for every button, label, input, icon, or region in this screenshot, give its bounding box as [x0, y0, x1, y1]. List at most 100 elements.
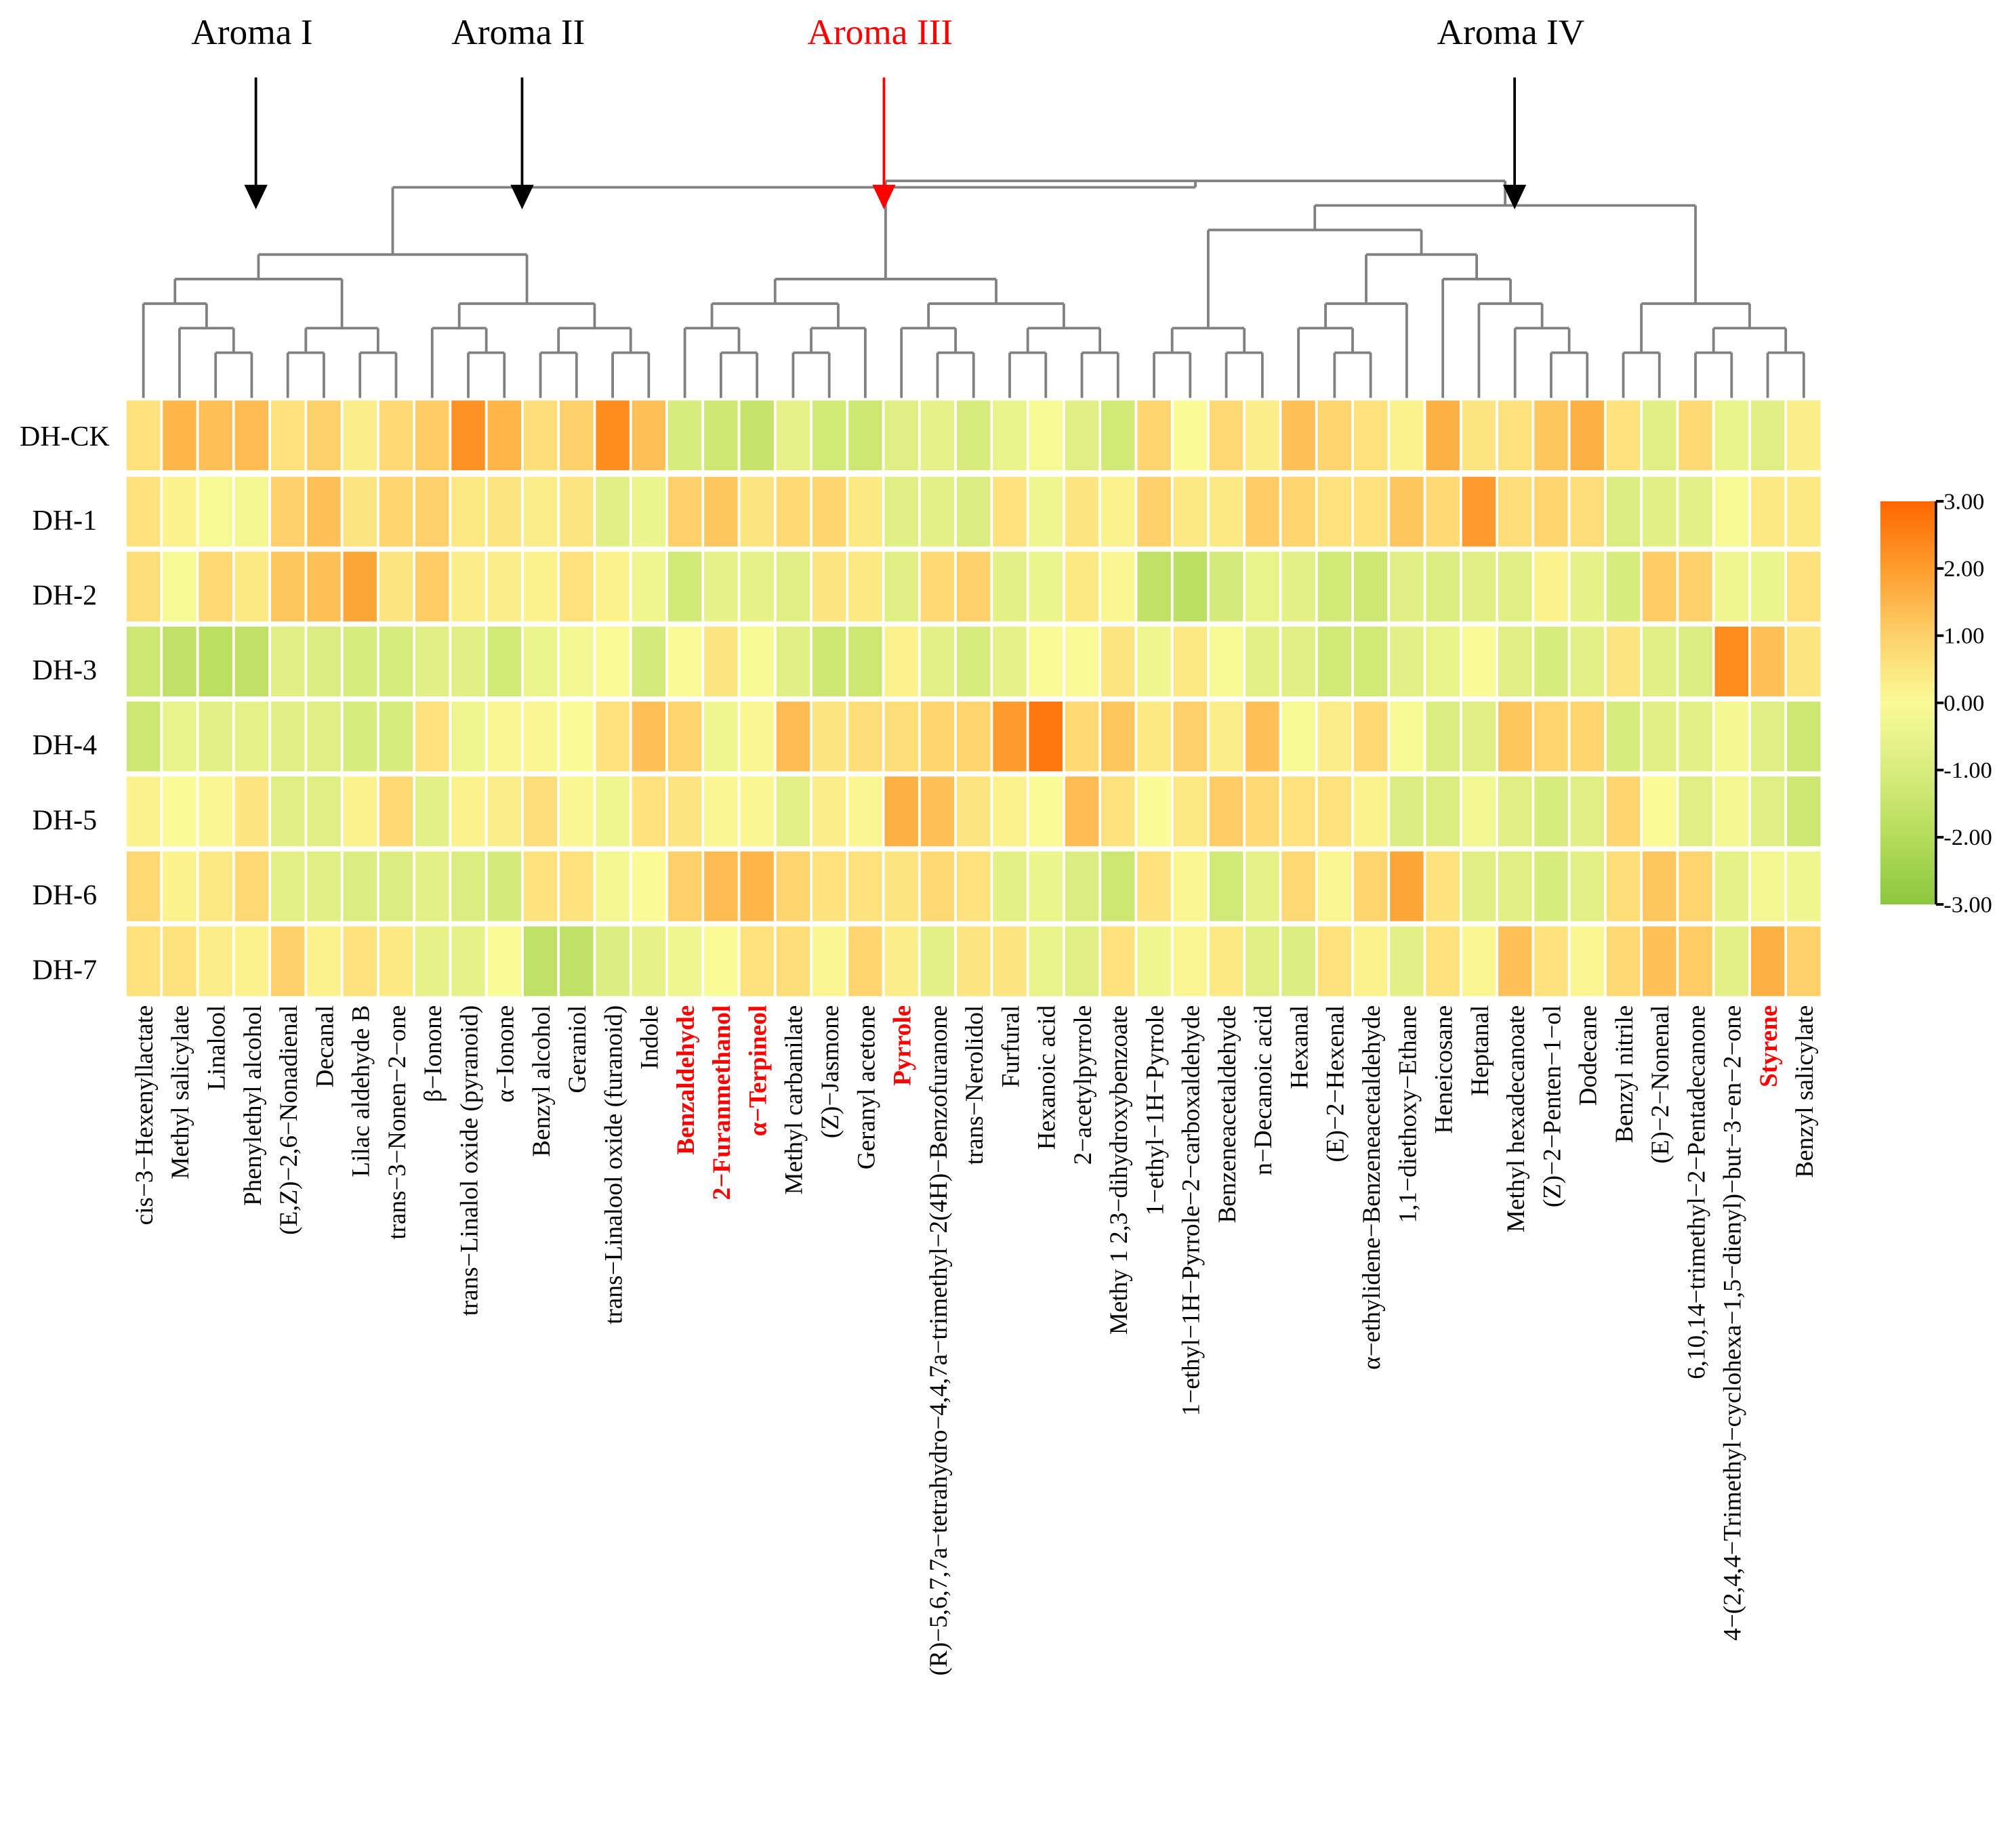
heatmap-cell [307, 400, 341, 471]
heatmap-cell [812, 776, 846, 847]
heatmap-cell [1570, 851, 1604, 921]
heatmap-cell [1065, 776, 1099, 847]
heatmap-cell [1029, 626, 1063, 696]
heatmap-cell [1281, 926, 1315, 997]
heatmap-cell [1173, 626, 1208, 696]
column-labels: cis−3−Hexenyllactate Methyl salicylate Lin… [131, 1005, 1819, 1675]
row-label: DH-6 [33, 880, 98, 911]
heatmap-cell [667, 701, 702, 772]
heatmap-cell [776, 476, 810, 547]
heatmap-cell [199, 476, 232, 547]
heatmap-cell [1714, 551, 1749, 622]
heatmap-cell [1101, 551, 1135, 622]
heatmap-cell [956, 926, 991, 997]
heatmap-cell [379, 551, 413, 622]
heatmap-cell [632, 701, 666, 772]
heatmap-cell [1317, 926, 1352, 997]
heatmap-cell [1714, 701, 1749, 772]
heatmap-cell [1787, 626, 1821, 696]
column-label: Pyrrole [889, 1005, 917, 1086]
heatmap-cell [632, 551, 666, 622]
heatmap-cell [884, 851, 918, 921]
heatmap-cell [993, 776, 1027, 847]
heatmap-cell [1173, 776, 1208, 847]
heatmap-cell [1353, 776, 1388, 847]
heatmap-cell [1137, 851, 1171, 921]
column-label: (E)−2−Hexenal [1322, 1005, 1350, 1163]
heatmap-cell [451, 400, 485, 471]
heatmap-cell [379, 476, 413, 547]
heatmap-cell [1534, 851, 1568, 921]
heatmap-cell [163, 776, 197, 847]
heatmap-cell [776, 551, 810, 622]
heatmap-cell [451, 701, 485, 772]
heatmap-cell [1029, 400, 1063, 471]
column-label: Dodecane [1575, 1005, 1603, 1106]
heatmap-cell [1101, 926, 1135, 997]
heatmap-cell [1787, 476, 1821, 547]
heatmap-cell [993, 551, 1027, 622]
heatmap-cell [199, 551, 232, 622]
heatmap-cell [307, 476, 341, 547]
heatmap-cell [956, 701, 991, 772]
heatmap-cell [1426, 701, 1460, 772]
heatmap-cell [1281, 701, 1315, 772]
heatmap-cell [956, 400, 991, 471]
heatmap-cell [163, 851, 197, 921]
color-scale-legend: 3.00 2.00 1.00 0.00 -1.00 -2.00 -3.00 [1880, 488, 1992, 917]
heatmap-cell [523, 476, 558, 547]
heatmap-cell [1498, 851, 1532, 921]
column-label: trans−3−Nonen−2−one [384, 1005, 411, 1240]
column-label: Furfural [997, 1005, 1025, 1088]
heatmap-cell [1246, 926, 1279, 997]
heatmap-cell [812, 551, 846, 622]
color-scale-tick-label: -1.00 [1943, 757, 1992, 783]
heatmap-cell [1679, 551, 1712, 622]
heatmap-cell [1534, 626, 1568, 696]
heatmap-cell [307, 701, 341, 772]
group-label: Aroma IV [1437, 12, 1584, 52]
heatmap-cell [523, 400, 558, 471]
heatmap-cell [1101, 626, 1135, 696]
heatmap-cell [1065, 551, 1099, 622]
heatmap-cell [343, 926, 377, 997]
heatmap-cell [776, 851, 810, 921]
group-arrow-head-icon [872, 184, 896, 209]
heatmap-cell [1714, 400, 1749, 471]
heatmap-cell [1137, 476, 1171, 547]
heatmap-cell [1643, 400, 1676, 471]
heatmap-cell [704, 476, 738, 547]
heatmap-cell [1498, 626, 1532, 696]
heatmap-cell [234, 701, 269, 772]
column-label: cis−3−Hexenyllactate [131, 1005, 159, 1226]
heatmap-cell [776, 400, 810, 471]
group-arrow-head-icon [1502, 184, 1527, 209]
heatmap-cell [704, 626, 738, 696]
heatmap-cell [740, 776, 774, 847]
heatmap-cell [740, 926, 774, 997]
heatmap-cell [920, 851, 955, 921]
heatmap-cell [415, 400, 449, 471]
heatmap-cell [126, 851, 161, 921]
heatmap-cell [956, 626, 991, 696]
heatmap-cell [667, 476, 702, 547]
heatmap-cell [667, 776, 702, 847]
heatmap-cell [1570, 551, 1604, 622]
heatmap-cell [1750, 551, 1785, 622]
heatmap-cell [1281, 851, 1315, 921]
heatmap-cell [1787, 701, 1821, 772]
heatmap-cell [163, 400, 197, 471]
heatmap-cell [704, 776, 738, 847]
row-label: DH-1 [33, 505, 98, 537]
heatmap-cell [1173, 476, 1208, 547]
heatmap-cell [560, 851, 594, 921]
row-label: DH-2 [33, 581, 98, 612]
heatmap-cell [740, 701, 774, 772]
heatmap-cell [523, 776, 558, 847]
heatmap-cell [1426, 626, 1460, 696]
heatmap-cell [1750, 926, 1785, 997]
heatmap-cell [379, 626, 413, 696]
heatmap-cell [1246, 776, 1279, 847]
heatmap-cell [1029, 851, 1063, 921]
